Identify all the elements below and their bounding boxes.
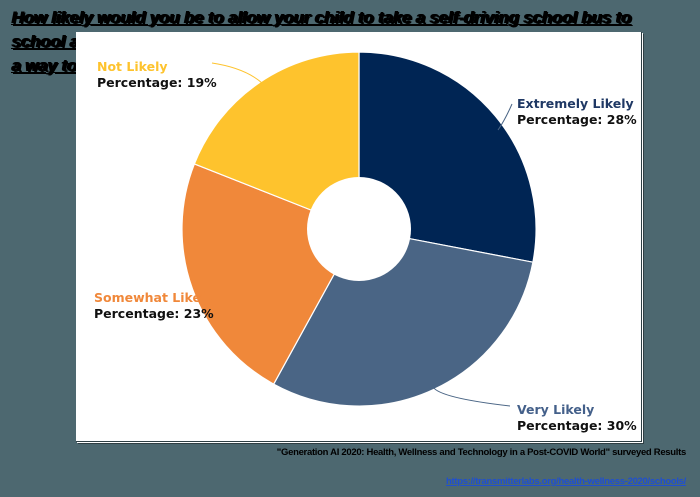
label-percentage: Percentage: 28% (517, 112, 637, 127)
leader-line-extremely-likely (497, 103, 513, 131)
leader-line-not-likely (211, 62, 263, 84)
label-category: Very Likely (517, 402, 595, 417)
title-line-1: How likely would you be to allow your ch… (12, 8, 632, 51)
label-extremely-likely: Extremely Likely Percentage: 28% (517, 96, 637, 128)
label-percentage: Percentage: 23% (94, 306, 214, 321)
label-very-likely: Very Likely Percentage: 30% (517, 402, 637, 434)
label-category: Not Likely (97, 59, 168, 74)
source-citation: "Generation AI 2020: Health, Wellness an… (276, 447, 687, 458)
label-percentage: Percentage: 30% (517, 418, 637, 433)
source-link[interactable]: https://transmitterlabs.org/health-welln… (446, 476, 686, 487)
label-somewhat-likely: Somewhat Likely Percentage: 23% (94, 290, 214, 322)
leader-line-very-likely (432, 386, 511, 407)
slice-not-likely[interactable] (193, 51, 360, 230)
leader-line-somewhat-likely (198, 287, 208, 298)
title-line-2-prefix: a way to (12, 56, 78, 75)
label-not-likely: Not Likely Percentage: 19% (97, 59, 217, 91)
label-category: Somewhat Likely (94, 290, 214, 305)
label-category: Extremely Likely (517, 96, 634, 111)
label-percentage: Percentage: 19% (97, 75, 217, 90)
donut-hole (307, 177, 411, 281)
